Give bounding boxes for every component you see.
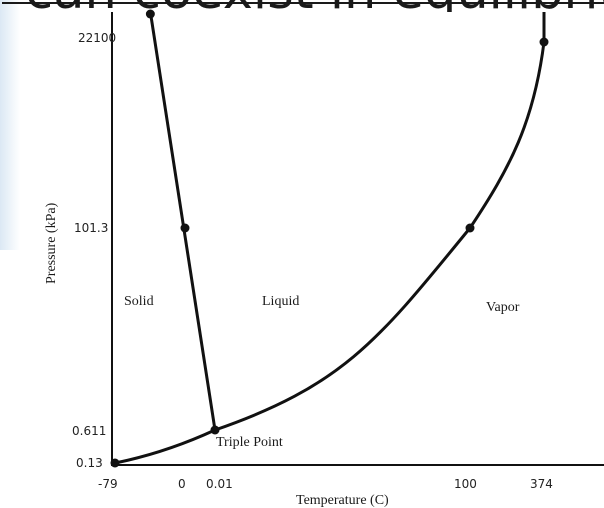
y-tick-label-22100: 22100 [78, 31, 116, 45]
triple-point-annotation: Triple Point [216, 435, 283, 450]
y-axis-title: Pressure (kPa) [44, 202, 59, 284]
point-triple-point [210, 425, 220, 435]
y-tick-label-0.13: 0.13 [76, 456, 103, 470]
y-tick-label-0.611: 0.611 [72, 424, 106, 438]
plot-background [112, 12, 604, 464]
region-label-vapor: Vapor [486, 300, 520, 315]
plot-area [111, 12, 604, 466]
x-tick-label-0: 0 [178, 477, 186, 491]
melting-curve [148, 11, 217, 431]
y-tick-label-101.3: 101.3 [74, 221, 108, 235]
x-tick-label-0.01: 0.01 [206, 477, 233, 491]
point-critical-374 [539, 37, 549, 47]
sublimation-curve [114, 428, 216, 465]
x-tick-label-374: 374 [530, 477, 553, 491]
point-0-101.3 [180, 223, 190, 233]
region-label-liquid: Liquid [262, 294, 299, 309]
slide-accent-tint [0, 0, 20, 250]
heading-underline [2, 2, 604, 4]
x-tick-label-minus-79: -79 [98, 477, 118, 491]
region-label-solid: Solid [124, 294, 154, 309]
vaporization-curve [214, 12, 546, 432]
x-tick-label-100: 100 [454, 477, 477, 491]
data-points [110, 9, 549, 468]
point-melting-top [145, 9, 155, 19]
x-axis-title: Temperature (C) [296, 493, 389, 508]
point-minus-79 [110, 458, 120, 468]
point-100-101.3 [465, 223, 475, 233]
